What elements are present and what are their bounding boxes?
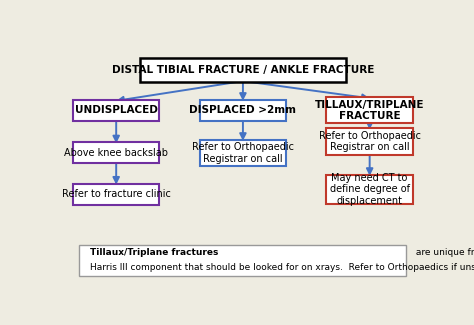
FancyBboxPatch shape: [140, 58, 346, 82]
Text: Refer to Orthopaedic
Registrar on call: Refer to Orthopaedic Registrar on call: [192, 142, 294, 164]
FancyBboxPatch shape: [73, 142, 159, 163]
FancyBboxPatch shape: [327, 97, 413, 124]
FancyBboxPatch shape: [73, 184, 159, 205]
FancyBboxPatch shape: [73, 100, 159, 121]
Text: May need CT to
define degree of
displacement: May need CT to define degree of displace…: [329, 173, 410, 206]
Text: DISTAL TIBIAL FRACTURE / ANKLE FRACTURE: DISTAL TIBIAL FRACTURE / ANKLE FRACTURE: [112, 65, 374, 75]
Text: Above knee backslab: Above knee backslab: [64, 148, 168, 158]
FancyBboxPatch shape: [200, 140, 286, 166]
Text: are unique fractures that are intra-articular – they have a Salter: are unique fractures that are intra-arti…: [413, 249, 474, 257]
Text: TILLAUX/TRIPLANE
FRACTURE: TILLAUX/TRIPLANE FRACTURE: [315, 99, 424, 121]
Text: Refer to fracture clinic: Refer to fracture clinic: [62, 189, 171, 199]
Text: Harris III component that should be looked for on xrays.  Refer to Orthopaedics : Harris III component that should be look…: [91, 264, 474, 272]
FancyBboxPatch shape: [200, 100, 286, 121]
Text: Refer to Orthopaedic
Registrar on call: Refer to Orthopaedic Registrar on call: [319, 131, 420, 152]
Text: UNDISPLACED: UNDISPLACED: [75, 105, 158, 115]
Text: DISPLACED >2mm: DISPLACED >2mm: [190, 105, 296, 115]
FancyBboxPatch shape: [327, 128, 413, 155]
FancyBboxPatch shape: [80, 245, 406, 276]
Text: Tillaux/Triplane fractures: Tillaux/Triplane fractures: [91, 249, 219, 257]
FancyBboxPatch shape: [327, 175, 413, 203]
